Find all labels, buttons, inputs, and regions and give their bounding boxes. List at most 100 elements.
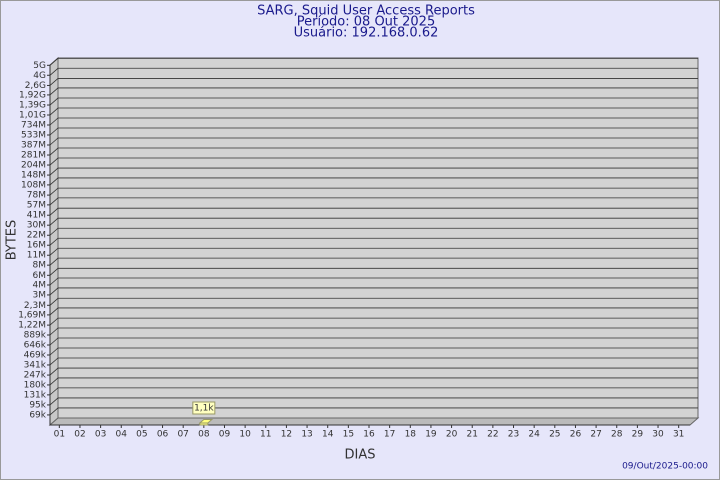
x-tick-label: 15: [343, 430, 354, 440]
grid-line: [49, 317, 698, 326]
grid-line: [49, 127, 698, 136]
grid-line: [49, 197, 698, 206]
grid-line: [49, 227, 698, 236]
x-tick-label: 02: [74, 430, 85, 440]
y-tick-label: 180k: [24, 380, 47, 390]
grid-line: [49, 267, 698, 276]
footer: 09/Out/2025-00:00: [622, 462, 708, 472]
y-tick-label: 4M: [33, 280, 47, 290]
grid-line: [49, 277, 698, 286]
grid-line: [49, 217, 698, 226]
x-tick-label: 29: [632, 430, 644, 440]
x-tick-label: 20: [446, 430, 458, 440]
x-tick-label: 26: [570, 430, 582, 440]
x-tick-label: 13: [301, 430, 312, 440]
value-label: 1,1k: [194, 404, 214, 414]
y-tick-label: 78M: [27, 191, 46, 201]
y-tick-label: 57M: [27, 200, 46, 210]
x-tick-label: 22: [487, 430, 498, 440]
x-tick-label: 07: [177, 430, 188, 440]
grid-line: [49, 247, 698, 256]
grid-line: [49, 367, 698, 376]
grid-line: [49, 177, 698, 186]
x-tick-label: 01: [54, 430, 65, 440]
y-tick-label: 4G: [33, 71, 46, 81]
grid-line: [49, 237, 698, 246]
y-tick-label: 281M: [21, 151, 46, 161]
grid-line: [49, 187, 698, 196]
y-tick-label: 204M: [21, 161, 46, 171]
grid-line: [49, 347, 698, 356]
floor: [48, 417, 700, 426]
y-tick-label: 5G: [33, 61, 46, 71]
y-tick-label: 131k: [24, 390, 47, 400]
x-tick-label: 31: [673, 430, 684, 440]
grid-line: [49, 287, 698, 296]
chart-subtitle: Período: 08 Out 2025: [297, 15, 435, 30]
y-tick-label: 148M: [21, 171, 46, 181]
grid-line: [49, 167, 698, 176]
x-tick-label: 10: [239, 430, 251, 440]
y-tick-label: 1,39G: [19, 101, 46, 111]
y-tick-label: 8M: [33, 261, 47, 271]
y-tick-label: 2,3M: [24, 301, 46, 311]
y-tick-label: 30M: [27, 221, 46, 231]
y-tick-label: 41M: [27, 211, 46, 221]
x-tick-label: 21: [466, 430, 477, 440]
chart-title: SARG, Squid User Access Reports: [257, 4, 475, 19]
x-tick-label: 17: [384, 430, 395, 440]
y-tick-label: 3M: [33, 290, 47, 300]
y-tick-label: 646k: [24, 340, 47, 350]
y-tick-label: 1,92G: [19, 90, 46, 100]
x-tick-label: 05: [136, 430, 147, 440]
x-tick-label: 04: [116, 430, 128, 440]
y-tick-label: 1,22M: [18, 321, 46, 331]
x-tick-label: 06: [157, 430, 169, 440]
y-tick-label: 22M: [27, 231, 46, 241]
y-tick-label: 2,6G: [25, 81, 46, 91]
y-tick-label: 95k: [29, 400, 46, 410]
y-axis-label: BYTES: [5, 220, 20, 261]
x-tick-label: 14: [322, 430, 334, 440]
grid-line: [49, 357, 698, 366]
grid-line: [49, 337, 698, 346]
grid-line: [49, 107, 698, 116]
grid-line: [49, 377, 698, 386]
x-tick-label: 12: [281, 430, 292, 440]
grid-line: [49, 117, 698, 126]
grid-line: [49, 307, 698, 316]
grid-line: [49, 137, 698, 146]
y-tick-label: 533M: [21, 131, 46, 141]
y-tick-label: 341k: [24, 360, 47, 370]
x-tick-label: 03: [95, 430, 106, 440]
y-tick-label: 469k: [24, 351, 47, 361]
grid-line: [49, 327, 698, 336]
x-tick-label: 25: [549, 430, 560, 440]
grid-line: [49, 387, 698, 396]
x-tick-label: 23: [508, 430, 519, 440]
x-tick-label: 28: [611, 430, 623, 440]
x-tick-label: 09: [219, 430, 231, 440]
grid-line: [49, 97, 698, 106]
y-tick-label: 1,69M: [18, 310, 46, 320]
grid-line: [49, 297, 698, 306]
y-tick-label: 247k: [24, 371, 47, 381]
x-tick-label: 19: [425, 430, 437, 440]
x-tick-label: 27: [590, 430, 601, 440]
grid-line: [49, 87, 698, 96]
y-tick-label: 889k: [24, 331, 47, 341]
y-tick-label: 6M: [33, 271, 47, 281]
grid-line: [49, 407, 698, 416]
x-tick-label: 11: [260, 430, 271, 440]
x-tick-label: 08: [198, 430, 210, 440]
x-tick-label: 24: [528, 430, 540, 440]
grid-line: [49, 147, 698, 156]
grid-line: [49, 157, 698, 166]
chart-subtitle: Usuário: 192.168.0.62: [294, 26, 439, 41]
x-tick-label: 18: [405, 430, 417, 440]
grid-line: [49, 78, 698, 86]
y-tick-label: 11M: [27, 251, 46, 261]
grid-line: [49, 207, 698, 216]
